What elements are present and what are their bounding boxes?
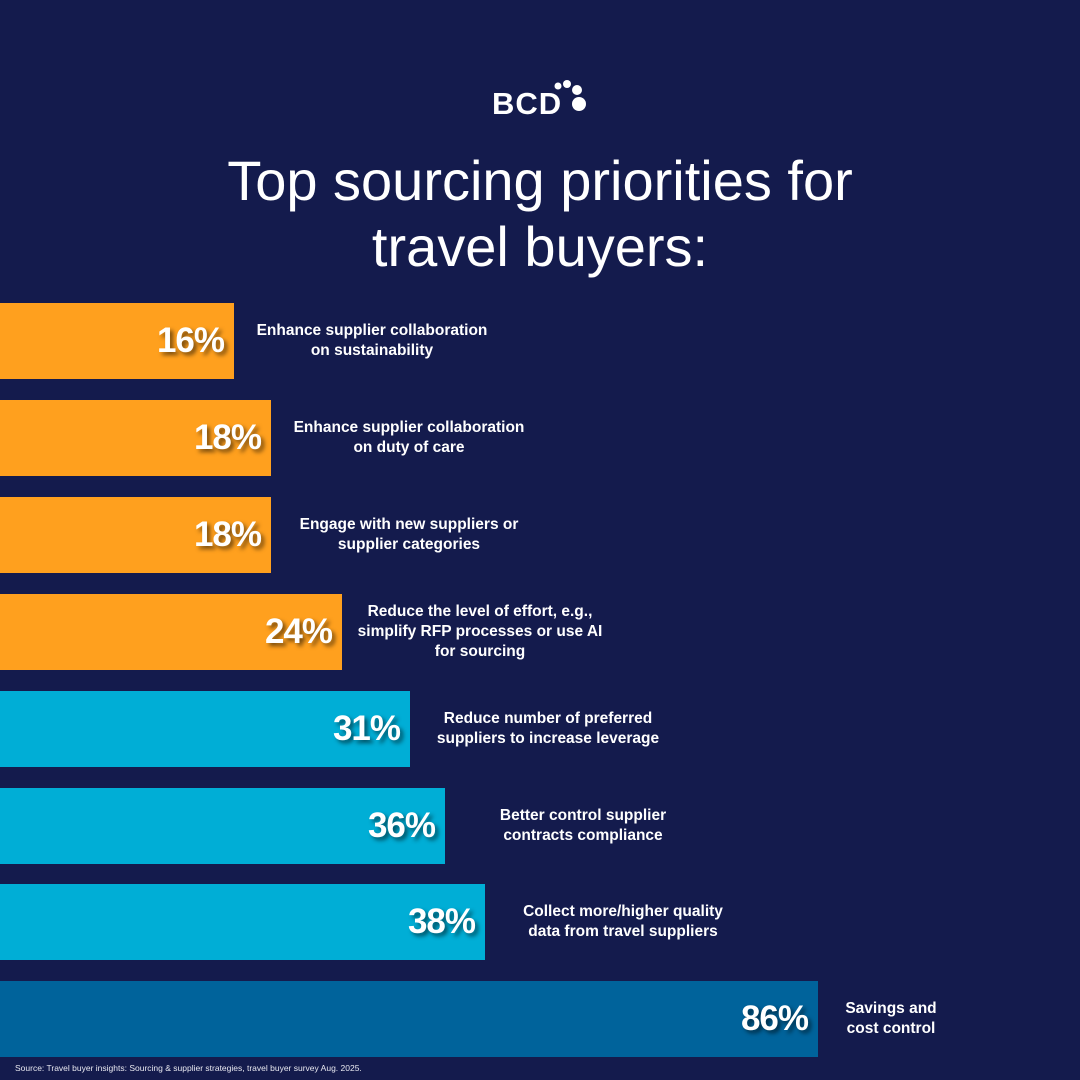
logo-text: BCD xyxy=(492,86,563,121)
category-label: Reduce the level of effort, e.g., simpli… xyxy=(357,602,603,660)
category-label: Collect more/higher quality data from tr… xyxy=(523,903,723,941)
value-label: 18% xyxy=(193,514,262,554)
category-label: Engage with new suppliers or supplier ca… xyxy=(299,515,519,553)
bcd-logo: BCD xyxy=(492,80,592,121)
category-label: Reduce number of preferred suppliers to … xyxy=(436,709,660,747)
bar: 16% xyxy=(0,303,234,379)
value-label: 18% xyxy=(193,417,262,457)
chart-title: Top sourcing priorities for travel buyer… xyxy=(0,148,1080,280)
source-note: Source: Travel buyer insights: Sourcing … xyxy=(15,1063,362,1073)
category-label: Enhance supplier collaboration on sustai… xyxy=(256,322,488,359)
logo-dots-icon xyxy=(554,80,586,111)
category-label: Better control supplier contracts compli… xyxy=(499,806,667,844)
bar: 31% xyxy=(0,690,410,767)
value-label: 36% xyxy=(367,805,436,845)
value-label: 31% xyxy=(332,708,401,748)
value-label: 24% xyxy=(264,611,333,651)
bar: 36% xyxy=(0,787,445,864)
category-label: Savings and cost control xyxy=(845,1000,937,1038)
bar: 18% xyxy=(0,496,271,573)
value-label: 16% xyxy=(156,321,225,360)
bar: 86% xyxy=(0,981,818,1058)
title-text: Top sourcing priorities for travel buyer… xyxy=(227,149,853,278)
category-label: Enhance supplier collaboration on duty o… xyxy=(293,418,525,456)
bar: 24% xyxy=(0,593,342,670)
value-label: 38% xyxy=(407,902,476,942)
value-label: 86% xyxy=(740,999,809,1039)
bar: 38% xyxy=(0,884,485,961)
bar: 18% xyxy=(0,399,271,476)
